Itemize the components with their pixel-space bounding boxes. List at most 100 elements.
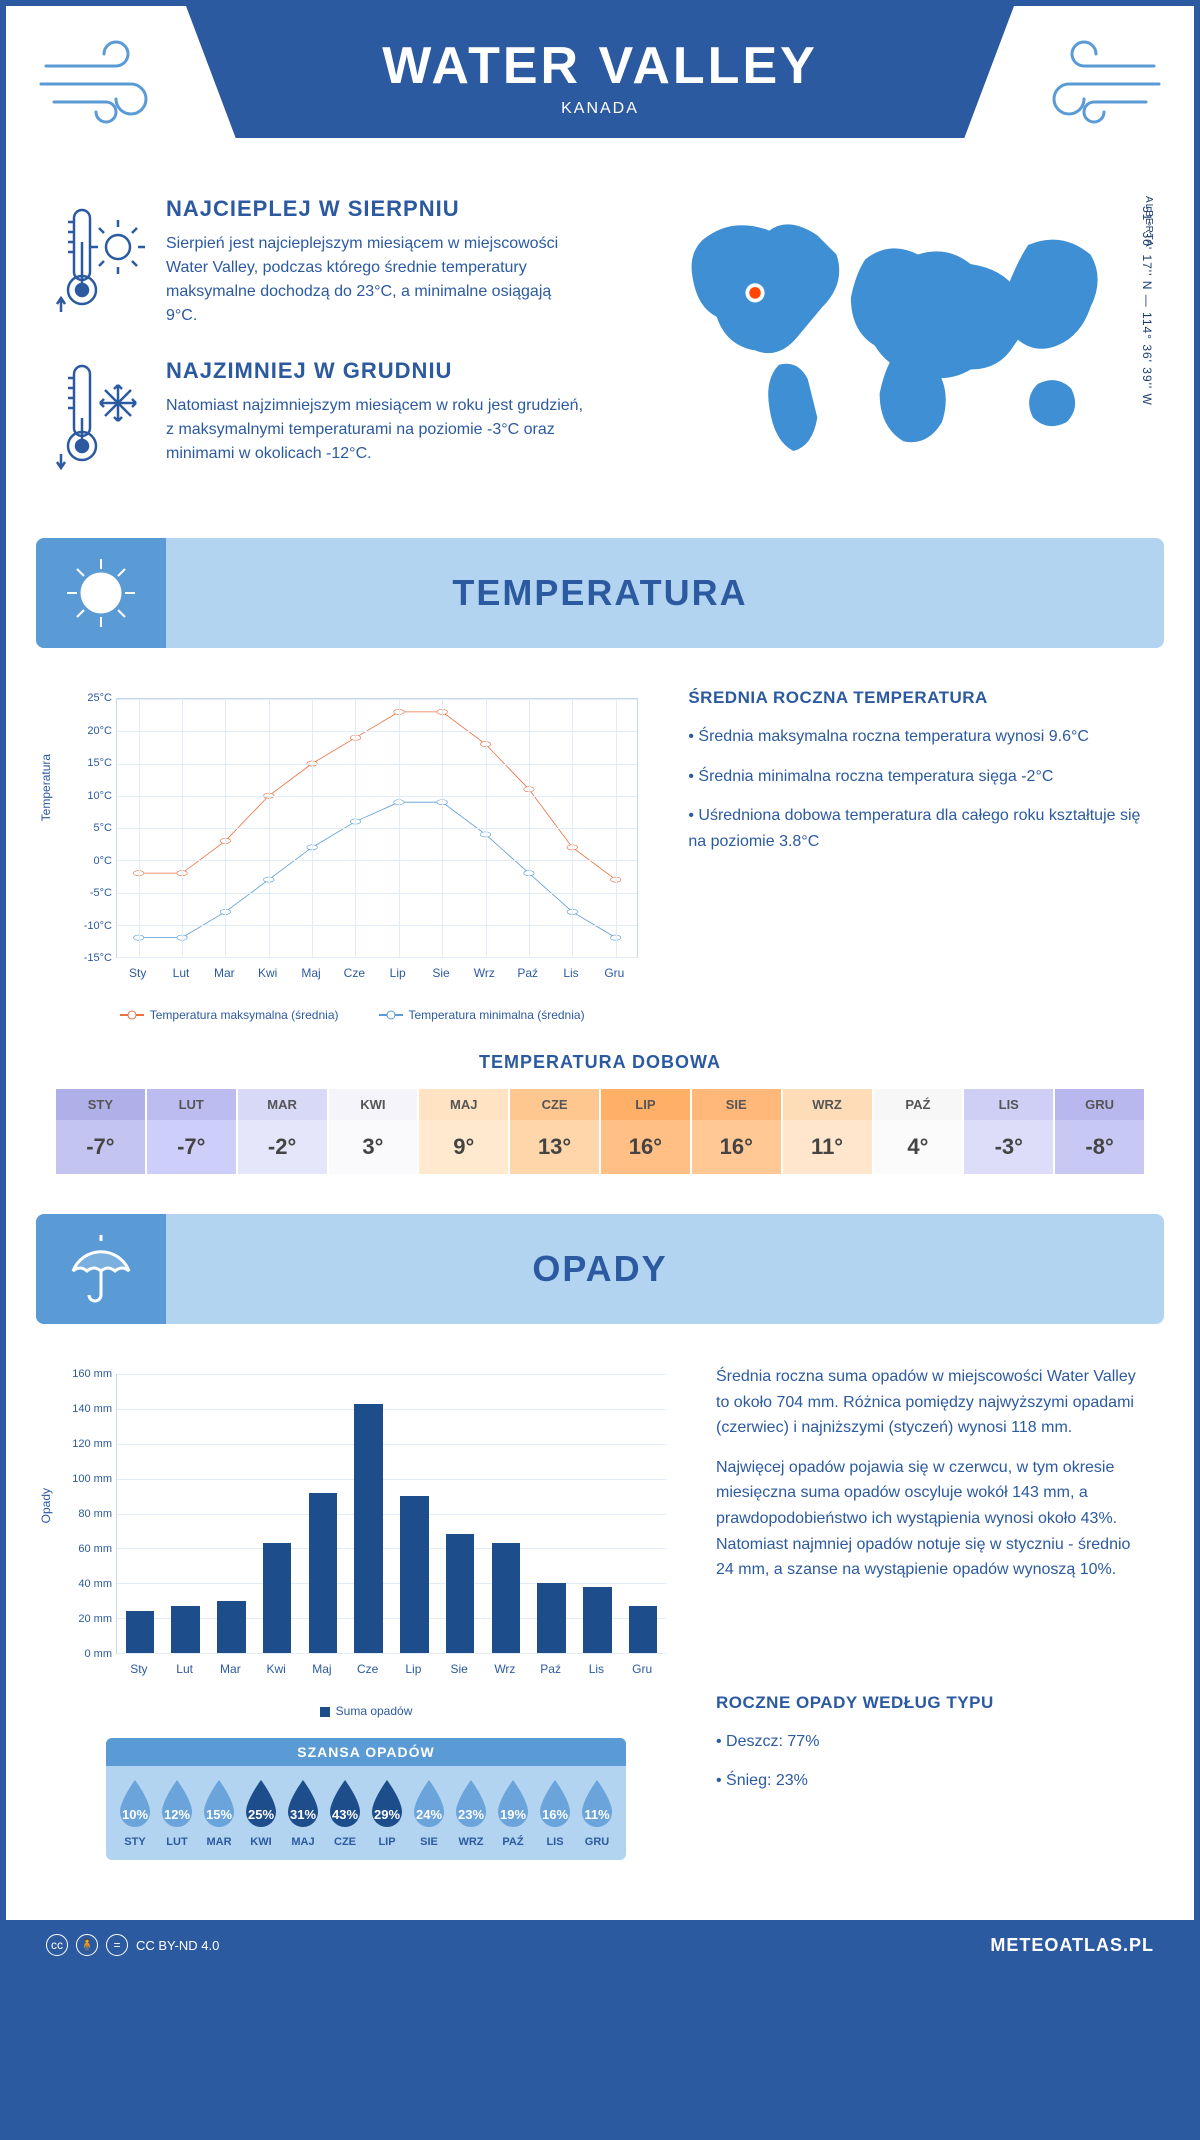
temperature-line-chart: Temperatura -15°C-10°C-5°C0°C5°C10°C15°C…: [56, 688, 648, 1008]
daily-temp-value: 9°: [419, 1120, 508, 1174]
x-tick-label: Lut: [173, 966, 190, 980]
precip-bar: [400, 1496, 429, 1653]
daily-temp-month: MAJ: [419, 1089, 508, 1120]
license-text: CC BY-ND 4.0: [136, 1938, 219, 1953]
cc-icon: cc: [46, 1934, 68, 1956]
rain-chance-cell: 11% GRU: [576, 1778, 618, 1848]
precip-y-label: Opady: [39, 1488, 53, 1523]
rain-chance-cell: 23% WRZ: [450, 1778, 492, 1848]
precip-bar: [126, 1611, 155, 1653]
coordinates: 51° 30' 17'' N — 114° 36' 39'' W: [1140, 206, 1154, 406]
daily-temp-value: -2°: [238, 1120, 327, 1174]
precip-bar: [629, 1606, 658, 1653]
daily-temp-month: PAŹ: [874, 1089, 963, 1120]
precip-bar: [492, 1543, 521, 1653]
daily-temp-value: 16°: [601, 1120, 690, 1174]
precip-type-heading: ROCZNE OPADY WEDŁUG TYPU: [716, 1693, 1144, 1713]
temp-bullet: • Średnia maksymalna roczna temperatura …: [688, 724, 1144, 750]
x-tick-label: Sie: [450, 1662, 467, 1676]
rain-chance-cell: 15% MAR: [198, 1778, 240, 1848]
temp-y-label: Temperatura: [39, 754, 53, 821]
header: WATER VALLEY KANADA: [6, 6, 1194, 186]
daily-temp-month: GRU: [1055, 1089, 1144, 1120]
rain-chance-cell: 24% SIE: [408, 1778, 450, 1848]
daily-temp-value: -8°: [1055, 1120, 1144, 1174]
hot-month-title: NAJCIEPLEJ W SIERPNIU: [166, 196, 586, 222]
precipitation-bar-chart: Opady 0 mm20 mm40 mm60 mm80 mm100 mm120 …: [56, 1364, 676, 1704]
daily-temp-month: LIS: [964, 1089, 1053, 1120]
wind-icon: [1014, 36, 1164, 126]
precip-paragraph: Średnia roczna suma opadów w miejscowośc…: [716, 1364, 1144, 1441]
precip-bar: [217, 1601, 246, 1653]
x-tick-label: Cze: [357, 1662, 378, 1676]
temp-bullet: • Uśredniona dobowa temperatura dla całe…: [688, 803, 1144, 854]
precip-type-line: • Deszcz: 77%: [716, 1729, 1144, 1755]
daily-temp-heading: TEMPERATURA DOBOWA: [56, 1052, 1144, 1073]
precip-bar: [309, 1493, 338, 1653]
thermometer-sun-icon: [56, 196, 146, 328]
daily-temp-value: 3°: [329, 1120, 418, 1174]
section-banner-temperature: TEMPERATURA: [36, 538, 1164, 648]
x-tick-label: Maj: [312, 1662, 331, 1676]
temp-bullet: • Średnia minimalna roczna temperatura s…: [688, 764, 1144, 790]
nd-icon: =: [106, 1934, 128, 1956]
x-tick-label: Paź: [540, 1662, 561, 1676]
daily-temp-value: 4°: [874, 1120, 963, 1174]
rain-chance-heading: SZANSA OPADÓW: [106, 1738, 626, 1766]
rain-chance-cell: 10% STY: [114, 1778, 156, 1848]
page-subtitle: KANADA: [186, 100, 1014, 118]
legend-temp-max: Temperatura maksymalna (średnia): [120, 1008, 339, 1022]
precip-bar: [583, 1587, 612, 1653]
x-tick-label: Mar: [220, 1662, 241, 1676]
x-tick-label: Wrz: [494, 1662, 515, 1676]
rain-chance-cell: 12% LUT: [156, 1778, 198, 1848]
x-tick-label: Kwi: [266, 1662, 285, 1676]
legend-precip: Suma opadów: [56, 1704, 676, 1718]
precip-type-line: • Śnieg: 23%: [716, 1768, 1144, 1794]
x-tick-label: Cze: [344, 966, 365, 980]
precip-bar: [446, 1534, 475, 1653]
umbrella-icon: [61, 1229, 141, 1309]
x-tick-label: Sty: [129, 966, 146, 980]
temp-summary-heading: ŚREDNIA ROCZNA TEMPERATURA: [688, 688, 1144, 708]
section-title-temperature: TEMPERATURA: [452, 572, 747, 614]
cold-month-text: Natomiast najzimniejszym miesiącem w rok…: [166, 394, 586, 466]
rain-chance-cell: 16% LIS: [534, 1778, 576, 1848]
x-tick-label: Gru: [632, 1662, 652, 1676]
thermometer-snow-icon: [56, 358, 146, 478]
daily-temp-month: WRZ: [783, 1089, 872, 1120]
cold-month-title: NAJZIMNIEJ W GRUDNIU: [166, 358, 586, 384]
daily-temp-value: -7°: [56, 1120, 145, 1174]
daily-temp-month: KWI: [329, 1089, 418, 1120]
x-tick-label: Lut: [176, 1662, 193, 1676]
precip-bar: [537, 1583, 566, 1653]
page-title: WATER VALLEY: [186, 36, 1014, 96]
daily-temp-value: 13°: [510, 1120, 599, 1174]
daily-temp-value: -3°: [964, 1120, 1053, 1174]
precip-paragraph: Najwięcej opadów pojawia się w czerwcu, …: [716, 1455, 1144, 1583]
x-tick-label: Sie: [432, 966, 449, 980]
wind-icon: [36, 36, 186, 126]
daily-temp-value: 11°: [783, 1120, 872, 1174]
precip-bar: [263, 1543, 292, 1653]
section-title-precipitation: OPADY: [532, 1248, 667, 1290]
daily-temp-month: SIE: [692, 1089, 781, 1120]
world-map: ALBERTA 51° 30' 17'' N — 114° 36' 39'' W: [664, 196, 1144, 508]
daily-temp-month: LIP: [601, 1089, 690, 1120]
rain-chance-cell: 31% MAJ: [282, 1778, 324, 1848]
site-name: METEOATLAS.PL: [990, 1935, 1154, 1956]
precip-bar: [171, 1606, 200, 1653]
x-tick-label: Paź: [517, 966, 538, 980]
rain-chance-cell: 25% KWI: [240, 1778, 282, 1848]
x-tick-label: Kwi: [258, 966, 277, 980]
rain-chance-panel: SZANSA OPADÓW 10% STY 12% LUT 15%: [106, 1738, 626, 1860]
daily-temp-month: LUT: [147, 1089, 236, 1120]
precip-bar: [354, 1404, 383, 1653]
x-tick-label: Mar: [214, 966, 235, 980]
sun-icon: [61, 553, 141, 633]
x-tick-label: Sty: [130, 1662, 147, 1676]
rain-chance-cell: 43% CZE: [324, 1778, 366, 1848]
section-banner-precipitation: OPADY: [36, 1214, 1164, 1324]
daily-temp-value: 16°: [692, 1120, 781, 1174]
rain-chance-cell: 19% PAŹ: [492, 1778, 534, 1848]
